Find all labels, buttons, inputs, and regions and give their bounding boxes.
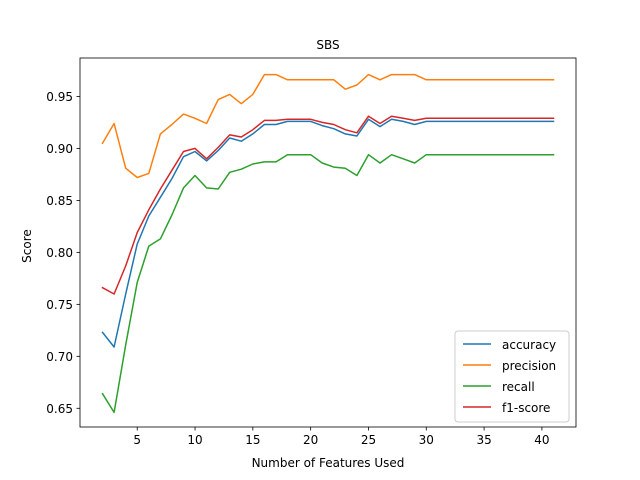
y-tick-label: 0.90 [46,142,73,156]
y-tick-label: 0.95 [46,90,73,104]
axes-frame [79,57,577,428]
x-axis-label: Number of Features Used [252,456,405,470]
y-tick-label: 0.65 [46,402,73,416]
x-axis-ticks: 5 10 15 20 25 30 35 40 [133,427,550,447]
x-tick-label: 40 [534,433,549,447]
legend-label-recall: recall [502,380,535,394]
y-tick-label: 0.85 [46,194,73,208]
x-tick-label: 10 [187,433,202,447]
plot-area [101,73,555,414]
legend-label-accuracy: accuracy [502,338,556,352]
y-tick-label: 0.80 [46,246,73,260]
y-tick-label: 0.75 [46,298,73,312]
axes-border [79,57,577,428]
series-line-recall [101,153,555,414]
x-tick-label: 15 [245,433,260,447]
legend-label-f1-score: f1-score [502,401,550,415]
series-line-f1-score [101,115,555,295]
series-line-precision [101,73,555,179]
x-tick-label: 25 [361,433,376,447]
legend-label-precision: precision [502,359,556,373]
x-tick-label: 20 [303,433,318,447]
y-axis-ticks: 0.65 0.70 0.75 0.80 0.85 0.90 0.95 [46,90,80,416]
x-tick-label: 30 [419,433,434,447]
legend-box [454,330,570,423]
x-tick-label: 5 [133,433,141,447]
y-axis-label: Score [20,229,34,263]
legend: accuracy precision recall f1-score [454,330,570,423]
y-tick-label: 0.70 [46,350,73,364]
series-line-accuracy [101,118,555,348]
chart-title: SBS [316,38,339,52]
x-tick-label: 35 [476,433,491,447]
